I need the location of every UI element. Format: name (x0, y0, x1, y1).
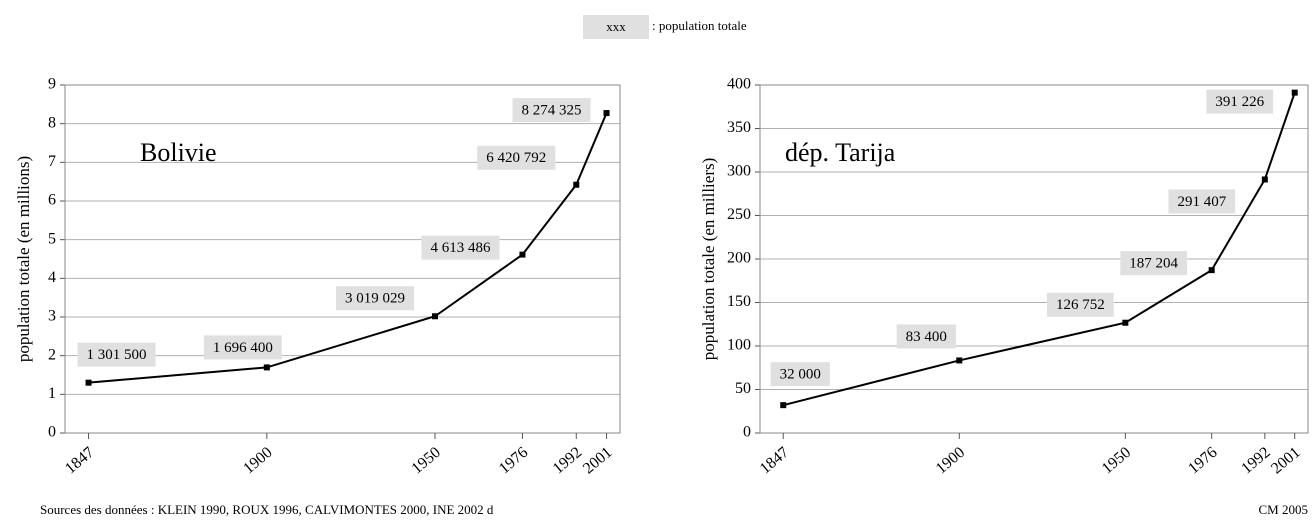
y-tick-label: 3 (48, 308, 56, 325)
legend-sample: xxx (606, 19, 626, 34)
label-bg (770, 362, 830, 387)
data-point (1208, 267, 1215, 274)
data-label: 126 752 (1056, 297, 1105, 313)
y-tick-label: 300 (727, 163, 751, 180)
y-tick-label: 8 (48, 114, 56, 131)
data-point (1291, 89, 1298, 96)
data-label: 32 000 (780, 367, 821, 383)
y-tick-label: 0 (743, 424, 751, 441)
data-label: 1 301 500 (87, 347, 147, 363)
y-tick-label: 4 (48, 269, 56, 286)
data-label: 3 019 029 (345, 291, 405, 307)
y-tick-label: 9 (48, 76, 56, 93)
y-tick-label: 400 (727, 76, 751, 93)
data-label: 1 696 400 (213, 340, 273, 356)
y-tick-label: 350 (727, 119, 751, 136)
label-bg (421, 235, 500, 260)
data-label: 4 613 486 (430, 240, 491, 256)
label-bg (1168, 189, 1236, 214)
label-bg (512, 98, 591, 123)
data-label: 6 420 792 (486, 150, 546, 166)
data-point (780, 402, 787, 409)
label-bg (77, 342, 156, 367)
data-line (88, 112, 608, 384)
data-point (85, 379, 92, 386)
x-tick-label: 1900 (240, 444, 275, 478)
data-label: 8 274 325 (522, 102, 582, 118)
chart-title: Bolivie (140, 138, 217, 167)
x-tick-label: 1992 (550, 444, 585, 478)
label-bg (1206, 89, 1274, 114)
x-tick-label: 1976 (1185, 444, 1220, 478)
x-tick-label: 1976 (496, 444, 531, 478)
y-tick-label: 5 (48, 230, 56, 247)
data-point (573, 181, 580, 188)
source: Sources des données : KLEIN 1990, ROUX 1… (40, 502, 494, 517)
plot-frame (64, 84, 621, 434)
y-tick-label: 50 (735, 380, 751, 397)
data-label: 291 407 (1177, 194, 1226, 210)
x-tick-label: 1950 (408, 444, 443, 478)
label-bg (477, 145, 556, 170)
credit: CM 2005 (1259, 502, 1308, 517)
y-axis-label: population totale (en millions) (14, 156, 33, 362)
label-bg (203, 335, 282, 360)
label-bg (1120, 251, 1188, 276)
x-tick-label: 1847 (757, 444, 792, 478)
legend-text: : population totale (652, 18, 747, 33)
y-tick-label: 200 (727, 250, 751, 267)
data-point (1261, 176, 1268, 183)
legend-swatch (583, 15, 649, 39)
y-tick-label: 250 (727, 206, 751, 223)
data-label: 187 204 (1129, 256, 1178, 272)
data-point (432, 313, 438, 320)
data-label: 391 226 (1215, 94, 1264, 110)
y-tick-label: 100 (727, 337, 751, 354)
x-tick-label: 2001 (1268, 444, 1303, 478)
data-point (956, 357, 963, 364)
data-point (1122, 319, 1129, 326)
label-bg (336, 286, 414, 311)
x-tick-label: 1950 (1099, 444, 1134, 478)
label-bg (896, 324, 956, 349)
data-point (263, 364, 270, 371)
data-label: 83 400 (906, 329, 947, 345)
y-tick-label: 0 (48, 424, 56, 441)
y-tick-label: 1 (48, 385, 56, 402)
chart-title: dép. Tarija (785, 138, 896, 167)
data-point (603, 110, 610, 117)
data-line (783, 92, 1296, 407)
data-point (519, 251, 526, 258)
x-tick-label: 1847 (62, 444, 97, 478)
x-tick-label: 1900 (933, 444, 968, 478)
x-tick-label: 2001 (580, 444, 615, 478)
y-axis-label: population totale (en milliers) (699, 158, 718, 361)
x-tick-label: 1992 (1238, 444, 1273, 478)
y-tick-label: 7 (48, 153, 56, 170)
y-tick-label: 6 (48, 192, 56, 209)
y-tick-label: 150 (727, 293, 751, 310)
label-bg (1046, 292, 1114, 317)
plot-frame (759, 84, 1309, 434)
y-tick-label: 2 (48, 346, 56, 363)
